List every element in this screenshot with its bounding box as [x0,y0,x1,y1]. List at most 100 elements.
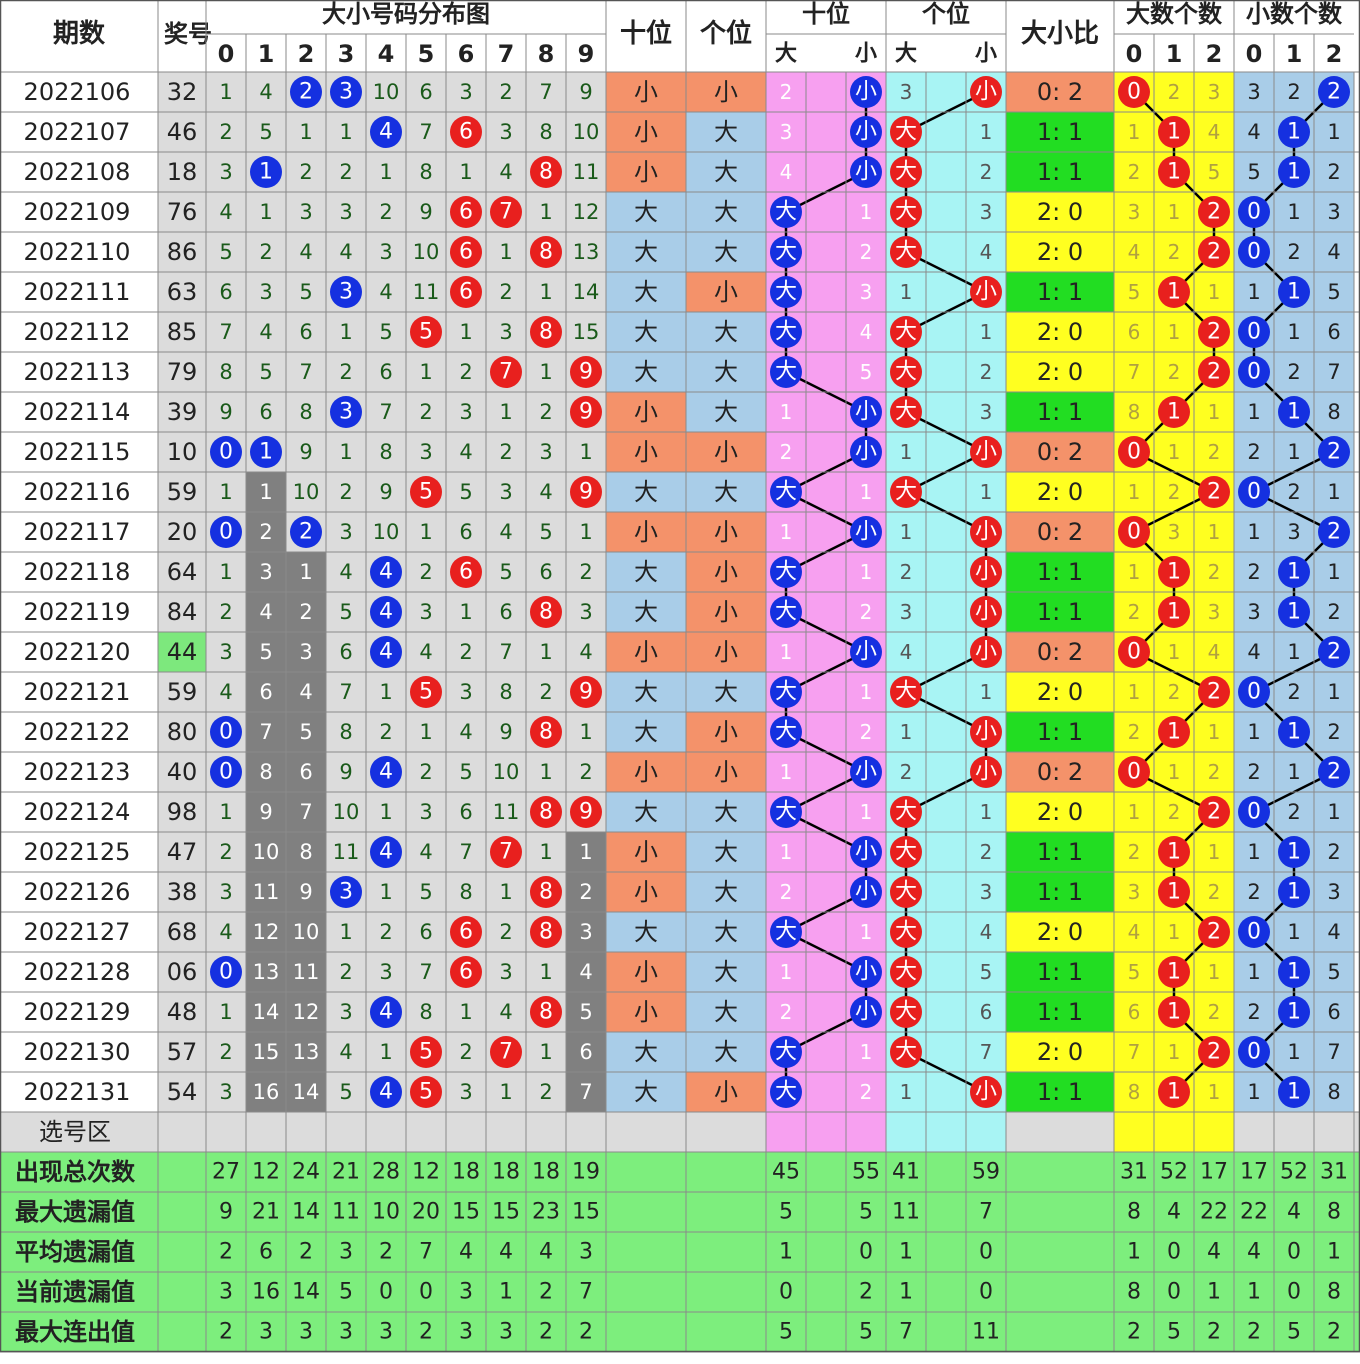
omission-value: 3 [499,120,512,144]
omission-value: 5 [379,320,392,344]
omission-value: 3 [499,480,512,504]
stat-digit: 3 [579,1240,593,1265]
units-omission: 1 [900,280,913,304]
ball-label: 5 [419,680,433,705]
bigcount-omission: 2 [1208,440,1221,464]
bigcount-ball [1158,996,1190,1028]
stat-smallcount: 8 [1327,1200,1341,1225]
tens-size: 小 [634,158,658,186]
bigcount-ball [1198,676,1230,708]
bigcount-ball [1118,636,1150,668]
bigcount-omission: 5 [1208,160,1221,184]
bigcount-omission: 1 [1208,960,1221,984]
units-big-ball [890,316,922,348]
omission-value: 11 [253,880,280,904]
stat-bigcount: 1 [1207,1280,1221,1305]
header-bigcount: 大数个数 [1126,0,1223,28]
units-cell [686,272,766,312]
ball-label: 大 [775,600,797,625]
tens-omission: 1 [860,200,873,224]
stat-label: 最大遗漏值 [15,1198,135,1226]
units-cell [686,512,766,552]
omission-value: 1 [419,720,432,744]
ball-label: 大 [895,360,917,385]
tens-omission: 2 [780,80,793,104]
tens-big-ball [770,476,802,508]
omission-value: 6 [339,640,352,664]
ball-label: 2 [299,520,313,545]
tens-cell [606,352,686,392]
smallcount-ball [1278,556,1310,588]
tens-cell [606,1032,686,1072]
tens-big-ball [770,676,802,708]
omission-value: 3 [219,1080,232,1104]
tens-size: 大 [634,278,658,306]
select-tens-bg [766,1112,886,1152]
bigcount-omission: 1 [1208,840,1221,864]
omission-run [566,1072,606,1112]
bigcount-omission: 2 [1208,880,1221,904]
prize-number: 68 [167,918,198,946]
prize-number: 54 [167,1078,198,1106]
digit-ball [250,156,282,188]
omission-run [286,592,326,632]
smallcount-ball [1278,836,1310,868]
prize-number: 44 [167,638,198,666]
tens-cell [606,192,686,232]
tens-size: 小 [634,758,658,786]
header-digit: 1 [258,40,275,68]
omission-value: 9 [259,800,272,824]
stat-digit: 16 [252,1280,280,1305]
ratio-value: 1: 1 [1037,998,1083,1026]
bigcount-omission: 3 [1128,880,1141,904]
omission-value: 3 [339,200,352,224]
bigcount-omission: 1 [1208,280,1221,304]
ratio-cell [1006,1032,1114,1072]
omission-value: 1 [539,280,552,304]
omission-value: 1 [539,1040,552,1064]
smallcount-ball [1238,316,1270,348]
stat-digit: 28 [372,1160,400,1185]
ratio-cell [1006,792,1114,832]
ball-label: 0 [1127,440,1141,465]
smallcount-ball [1278,716,1310,748]
ratio-cell [1006,912,1114,952]
ratio-value: 0: 2 [1037,438,1083,466]
smallcount-omission: 2 [1287,480,1300,504]
ratio-cell [1006,72,1114,112]
omission-run [286,832,326,872]
tens-cell [606,272,686,312]
omission-value: 8 [339,720,352,744]
bigcount-omission: 1 [1168,200,1181,224]
bigcount-omission: 3 [1208,600,1221,624]
ball-label: 0 [1247,480,1261,505]
ball-label: 1 [259,440,273,465]
prize-number: 98 [167,798,198,826]
ratio-cell [1006,472,1114,512]
digit-ball [410,1036,442,1068]
ball-label: 1 [1287,160,1301,185]
digit-ball [530,716,562,748]
tens-cell [606,912,686,952]
digit-ball [210,756,242,788]
ball-label: 大 [895,400,917,425]
ball-label: 1 [1287,960,1301,985]
tens-big-ball [770,276,802,308]
omission-value: 6 [539,560,552,584]
digit-ball [450,116,482,148]
digit-ball [210,956,242,988]
ball-label: 9 [579,680,593,705]
omission-value: 6 [379,360,392,384]
tens-cell [606,632,686,672]
omission-value: 1 [459,600,472,624]
smallcount-omission: 1 [1327,560,1340,584]
omission-value: 3 [419,440,432,464]
omission-value: 4 [499,520,512,544]
omission-value: 3 [259,560,272,584]
units-big-ball [890,396,922,428]
issue-number: 2022113 [24,358,131,386]
tens-small-ball [850,836,882,868]
smallcount-ball [1238,236,1270,268]
smallcount-omission: 2 [1287,240,1300,264]
omission-value: 10 [333,800,360,824]
